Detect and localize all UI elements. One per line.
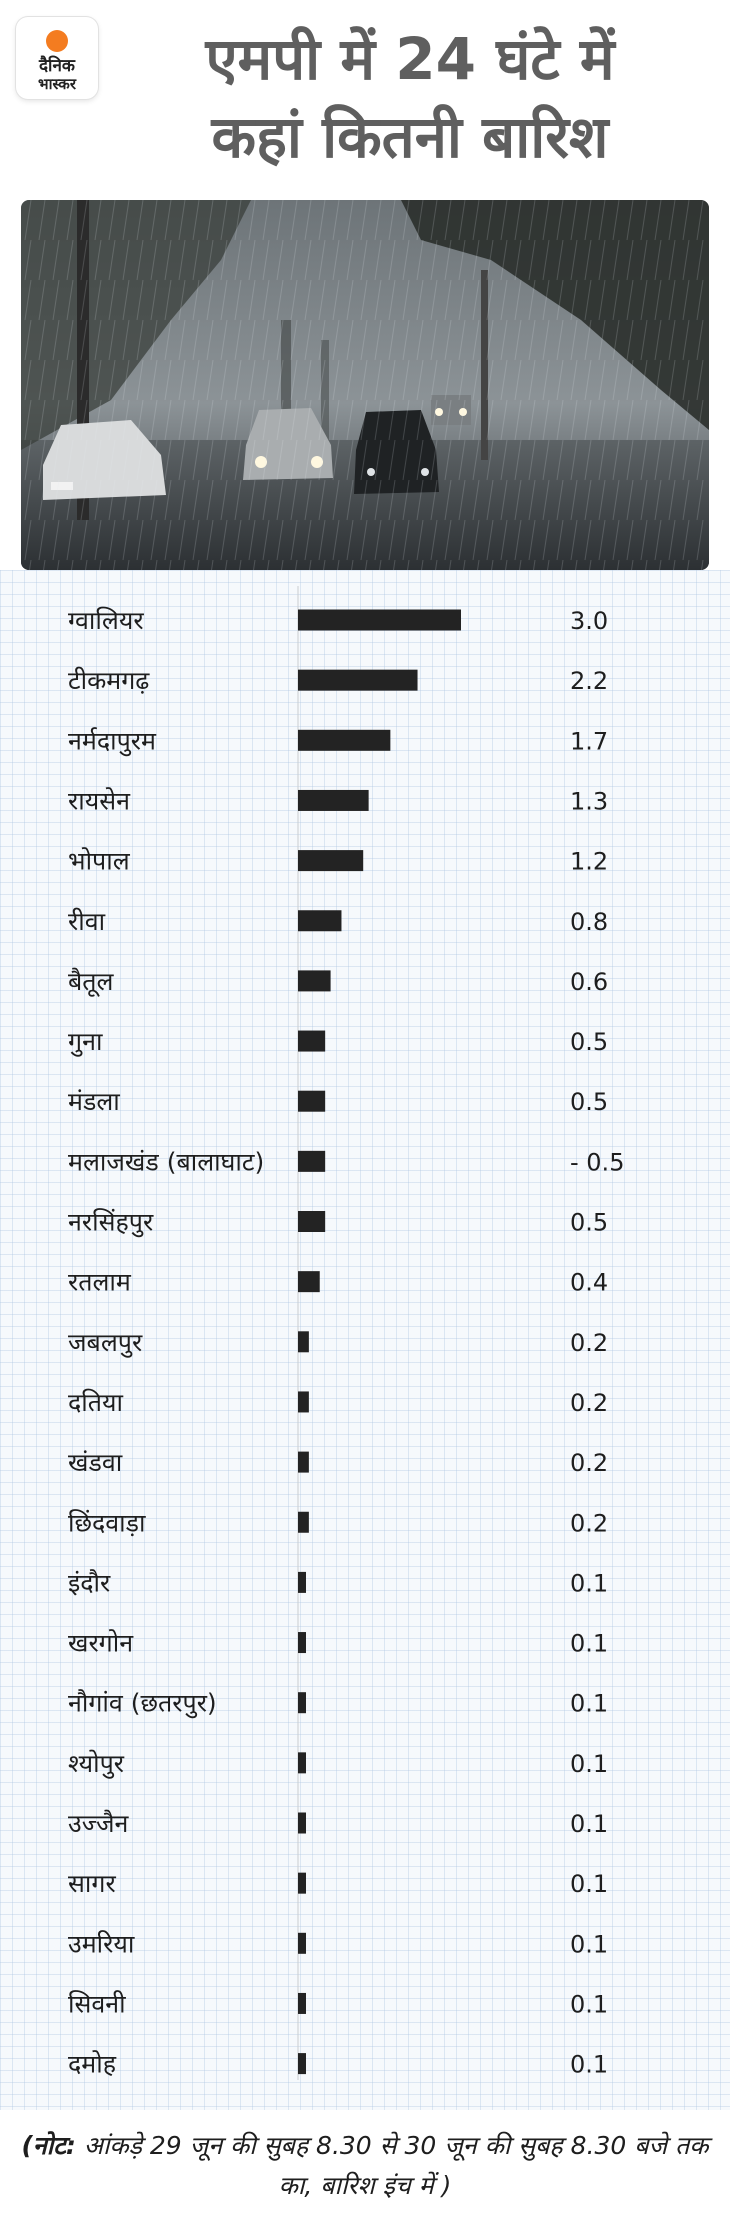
value-label: 0.1 [570, 1870, 608, 1898]
rain-street-photo [21, 200, 709, 570]
category-label: श्योपुर [68, 1749, 125, 1779]
category-label: मंडला [68, 1087, 120, 1116]
value-label: 0.6 [570, 968, 608, 996]
value-label: 0.2 [570, 1449, 608, 1477]
value-label: 0.5 [570, 1209, 608, 1237]
category-label: रायसेन [68, 786, 131, 815]
bar [298, 1331, 309, 1353]
value-label: 0.8 [570, 908, 608, 936]
bar [298, 1211, 326, 1232]
value-label: 1.7 [570, 727, 608, 755]
bar [298, 1632, 306, 1654]
logo-text-line2: भास्कर [38, 75, 76, 93]
sun-logo-icon [46, 30, 68, 52]
value-label: 0.1 [570, 1810, 608, 1838]
bar [298, 910, 342, 932]
category-label: बैतूल [68, 967, 115, 997]
value-label: - 0.5 [570, 1148, 624, 1176]
value-label: 0.1 [570, 1569, 608, 1597]
value-label: 0.2 [570, 1509, 608, 1537]
bar [298, 1090, 326, 1112]
category-label: गुना [68, 1027, 103, 1057]
category-label: रतलाम [68, 1268, 132, 1297]
category-label: सागर [68, 1869, 116, 1898]
bar [298, 1692, 306, 1714]
category-label: उज्जैन [68, 1809, 130, 1838]
value-label: 0.1 [570, 2051, 608, 2079]
bar [298, 1872, 306, 1894]
rain-street-illustration [21, 200, 709, 570]
category-label: दमोह [68, 2050, 117, 2079]
category-label: दतिया [68, 1388, 124, 1417]
category-label: नौगांव (छतरपुर) [68, 1689, 217, 1719]
category-label: छिंदवाड़ा [68, 1508, 146, 1537]
footnote-prefix: (नोट: [22, 2131, 76, 2160]
category-label: इंदौर [68, 1568, 111, 1597]
page-title-line1: एमपी में 24 घंटे में [205, 25, 615, 93]
category-label: जबलपुर [68, 1328, 143, 1358]
page-title-line2: कहां कितनी बारिश [211, 103, 609, 171]
bar [298, 1451, 309, 1473]
value-label: 3.0 [570, 607, 608, 635]
bar [298, 1752, 306, 1774]
bar [298, 1030, 326, 1052]
bar [298, 729, 391, 751]
bar [298, 1932, 306, 1954]
footnote-text: आंकड़े 29 जून की सुबह 8.30 से 30 जून की … [75, 2131, 709, 2200]
category-label: भोपाल [68, 847, 131, 876]
category-label: उमरिया [68, 1929, 135, 1958]
bar [298, 1571, 306, 1593]
value-label: 0.5 [570, 1028, 608, 1056]
category-label: मलाजखंड (बालाघाट) [68, 1147, 264, 1176]
category-label: टीकमगढ़ [68, 666, 150, 695]
chart-background-grid [0, 570, 730, 2110]
bar [298, 850, 364, 872]
bar [298, 1150, 326, 1172]
footnote-bold: (नोट: [21, 2131, 76, 2160]
value-label: 0.1 [570, 1630, 608, 1658]
value-label: 0.1 [570, 1990, 608, 2018]
header: दैनिक भास्कर एमपी में 24 घंटे में कहां क… [0, 0, 730, 200]
bar [298, 970, 331, 992]
category-label: खंडवा [68, 1448, 123, 1477]
value-label: 0.2 [570, 1389, 608, 1417]
bar [298, 1511, 309, 1533]
value-label: 1.3 [570, 787, 608, 815]
logo-text-line1: दैनिक [39, 56, 75, 76]
value-label: 0.5 [570, 1088, 608, 1116]
bar [298, 1271, 320, 1293]
category-label: नरसिंहपुर [68, 1208, 154, 1238]
value-label: 0.1 [570, 1750, 608, 1778]
rainfall-bar-chart: ग्वालियर 3.0 टीकमगढ़ 2.2 नर्मदापुरम 1.7 रायसेन… [68, 586, 624, 2080]
page-title: एमपी में 24 घंटे में कहां कितनी बारिश [110, 20, 710, 176]
category-label: रीवा [68, 907, 106, 936]
category-label: ग्वालियर [68, 606, 144, 635]
dainik-bhaskar-logo[interactable]: दैनिक भास्कर [16, 17, 98, 99]
value-label: 0.2 [570, 1329, 608, 1357]
category-label: खरगोन [68, 1629, 134, 1658]
bar [298, 609, 461, 631]
bar [298, 1812, 306, 1834]
value-label: 1.2 [570, 848, 608, 876]
category-label: नर्मदापुरम [68, 726, 157, 756]
bar [298, 2053, 306, 2075]
footnote: (नोट: आंकड़े 29 जून की सुबह 8.30 से 30 ज… [20, 2126, 710, 2206]
value-label: 0.1 [570, 1690, 608, 1718]
bar [298, 669, 418, 691]
value-label: 0.1 [570, 1930, 608, 1958]
bar [298, 789, 369, 811]
bar [298, 1992, 306, 2014]
value-label: 0.4 [570, 1269, 608, 1297]
bar [298, 1391, 309, 1413]
category-label: सिवनी [68, 1989, 126, 2018]
value-label: 2.2 [570, 667, 608, 695]
